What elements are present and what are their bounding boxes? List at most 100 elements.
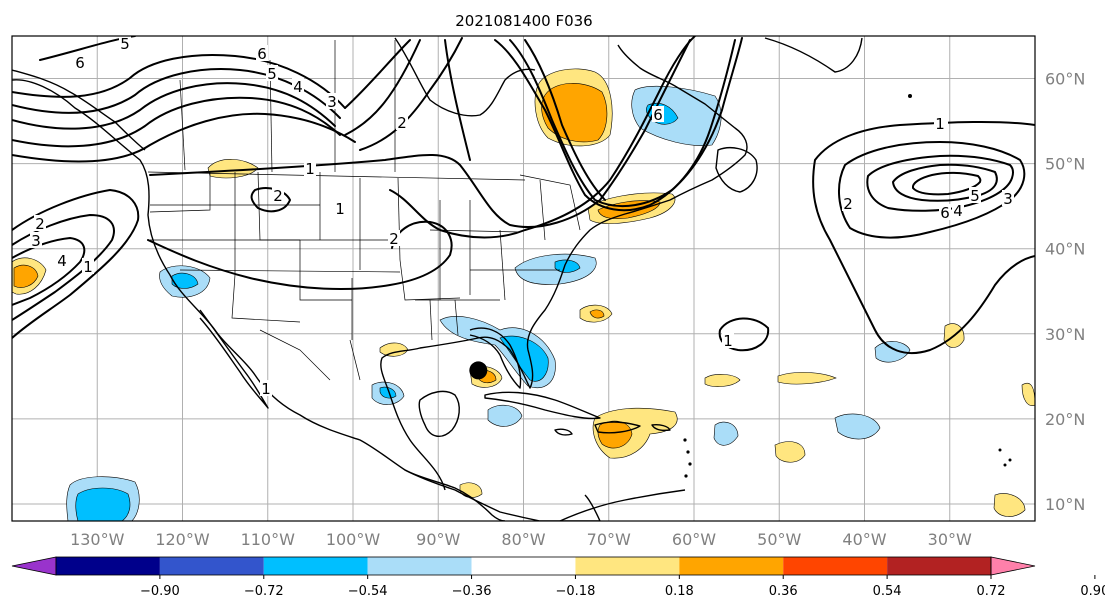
colorbar-tick-label: 0.54 xyxy=(873,584,902,599)
newfoundland-coast xyxy=(715,147,758,193)
anomaly-patch-atlantic-small-core xyxy=(589,309,605,319)
contour-label: 1 xyxy=(935,115,945,133)
contour-label: 2 xyxy=(843,195,853,213)
contour-label: 2 xyxy=(389,230,399,248)
figure-title: 2021081400 F036 xyxy=(455,12,592,30)
contour-label: 4 xyxy=(953,202,963,220)
lon-label: 60°W xyxy=(672,530,716,549)
contour-label: 4 xyxy=(57,252,67,270)
colorbar-swatch xyxy=(263,557,368,575)
colorbar-swatch xyxy=(159,557,264,575)
colorbar-swatch xyxy=(56,557,160,575)
colorbar-tick-label: 0.36 xyxy=(769,584,798,599)
colorbar-swatch xyxy=(887,557,991,575)
lon-label: 30°W xyxy=(928,530,972,549)
anomaly-patch-florida-core xyxy=(499,335,549,382)
hispaniola-coast xyxy=(594,421,641,434)
colorbar-swatch xyxy=(679,557,784,575)
lat-label: 50°N xyxy=(1045,155,1085,174)
contour-label: 5 xyxy=(970,187,980,205)
puerto-rico-coast xyxy=(651,424,671,432)
contour-label: 5 xyxy=(267,65,277,83)
hudson-bay-coast xyxy=(394,37,536,117)
lon-label: 80°W xyxy=(501,530,545,549)
contour-label: 2 xyxy=(35,215,45,233)
lat-label: 60°N xyxy=(1045,70,1085,89)
colorbar-tick-label: −0.36 xyxy=(452,584,492,599)
anomaly-patch-midatlantic-core xyxy=(554,259,581,273)
anomaly-patch-atlantic-negative-1 xyxy=(834,413,881,440)
anomaly-patch-caribbean-negative xyxy=(487,404,523,427)
contour-label: 3 xyxy=(1003,190,1013,208)
anomaly-patch-atlantic-positive-5 xyxy=(993,493,1026,517)
contour-label: 3 xyxy=(327,93,337,111)
colorbar-extend-min xyxy=(11,556,57,576)
contour-label: 2 xyxy=(397,114,407,132)
anomaly-patch-southwest-core xyxy=(171,272,199,289)
contour-label: 6 xyxy=(940,204,950,222)
contour-label: 6 xyxy=(257,45,267,63)
lat-label: 30°N xyxy=(1045,325,1085,344)
colorbar: −0.90 −0.72 −0.54 −0.36 −0.18 0.18 0.36 0.54 0.7… xyxy=(11,556,1105,599)
contour-label: 5 xyxy=(120,35,130,53)
anomaly-patch-atlantic-positive-1 xyxy=(704,374,741,387)
contour-label: 2 xyxy=(273,187,283,205)
contour-label: 1 xyxy=(723,332,733,350)
map-panel: 6565432112223411612345611 60°N50°N40°N30… xyxy=(11,35,1085,549)
lon-label: 110°W xyxy=(241,530,296,549)
lat-label: 40°N xyxy=(1045,240,1085,259)
anomaly-patch-atlantic-negative-3 xyxy=(713,421,739,446)
anomaly-patch-atlantic-negative-2 xyxy=(874,341,911,363)
contour-label: 1 xyxy=(335,200,345,218)
anomaly-patch-atlantic-positive-6 xyxy=(1021,382,1035,406)
lon-label: 70°W xyxy=(587,530,631,549)
contour-label: 4 xyxy=(293,78,303,96)
colorbar-tick-label: 0.72 xyxy=(977,584,1006,599)
contour-label: 1 xyxy=(305,160,315,178)
lon-label: 130°W xyxy=(70,530,125,549)
colorbar-tick-label: 0.90 xyxy=(1080,584,1105,599)
alaska-coast xyxy=(12,69,146,151)
anomaly-patch-midatlantic-negative xyxy=(514,253,597,285)
contour-labels: 6565432112223411612345611 xyxy=(30,35,1014,398)
colorbar-swatch xyxy=(471,557,576,575)
longitude-labels: 130°W 120°W 110°W 100°W 90°W 80°W 70°W 60°W 50°W… xyxy=(70,530,972,549)
latitude-labels: 60°N 50°N 40°N 30°N 20°N 10°N xyxy=(1045,70,1085,514)
colorbar-swatch xyxy=(575,557,680,575)
map-frame xyxy=(11,35,1036,522)
florida-coast xyxy=(469,327,522,389)
anomaly-patch-quebec-core xyxy=(541,83,608,143)
anomaly-patch-pacific-core xyxy=(13,264,39,288)
anomaly-patch-epac-core xyxy=(75,487,131,521)
colorbar-tick-label: −0.90 xyxy=(140,584,180,599)
contour-label: 3 xyxy=(31,232,41,250)
contour-label: 6 xyxy=(653,106,663,124)
colorbar-tick-label: −0.18 xyxy=(556,584,596,599)
greenland-coast xyxy=(764,37,863,73)
anomaly-patch-atlantic-positive-2 xyxy=(777,372,837,385)
colorbar-swatch xyxy=(783,557,888,575)
lat-label: 10°N xyxy=(1045,495,1085,514)
central-america-coast xyxy=(404,469,506,521)
storm-position-marker xyxy=(469,361,488,380)
lon-label: 90°W xyxy=(416,530,460,549)
contour-label: 6 xyxy=(75,54,85,72)
lon-label: 120°W xyxy=(155,530,210,549)
colorbar-frame xyxy=(55,556,992,576)
lon-label: 50°W xyxy=(757,530,801,549)
contour-label: 1 xyxy=(83,258,93,276)
lon-label: 100°W xyxy=(326,530,381,549)
anomaly-patch-atlantic-positive-4 xyxy=(774,441,806,463)
anomaly-shading xyxy=(12,68,1035,521)
lat-label: 20°N xyxy=(1045,410,1085,429)
anomaly-patch-hispaniola-core xyxy=(597,420,633,449)
contour-label: 1 xyxy=(261,380,271,398)
south-america-coast xyxy=(559,489,686,521)
contour-lines xyxy=(12,36,1035,355)
yucatan-coast xyxy=(418,390,460,437)
jamaica-coast xyxy=(554,428,573,436)
colorbar-swatch xyxy=(367,557,472,575)
graticule xyxy=(12,36,1035,521)
colorbar-tick-label: 0.18 xyxy=(665,584,694,599)
